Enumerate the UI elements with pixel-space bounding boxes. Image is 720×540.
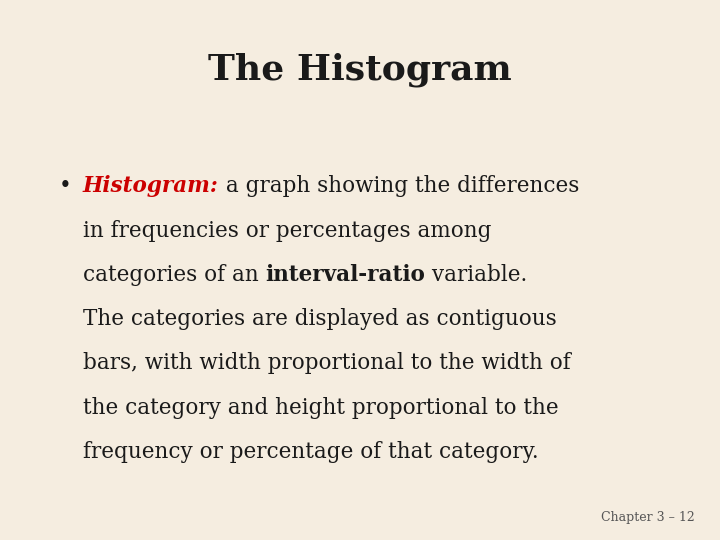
Text: bars, with width proportional to the width of: bars, with width proportional to the wid… — [83, 353, 570, 374]
Text: •: • — [58, 176, 71, 197]
Text: Chapter 3 – 12: Chapter 3 – 12 — [601, 511, 695, 524]
Text: the category and height proportional to the: the category and height proportional to … — [83, 397, 559, 418]
Text: Histogram:: Histogram: — [83, 176, 219, 197]
Text: frequency or percentage of that category.: frequency or percentage of that category… — [83, 441, 539, 463]
Text: a graph showing the differences: a graph showing the differences — [219, 176, 579, 197]
Text: The Histogram: The Histogram — [208, 53, 512, 87]
Text: in frequencies or percentages among: in frequencies or percentages among — [83, 220, 491, 241]
Text: variable.: variable. — [426, 264, 528, 286]
Text: interval-ratio: interval-ratio — [266, 264, 426, 286]
Text: The categories are displayed as contiguous: The categories are displayed as contiguo… — [83, 308, 557, 330]
Text: categories of an: categories of an — [83, 264, 266, 286]
